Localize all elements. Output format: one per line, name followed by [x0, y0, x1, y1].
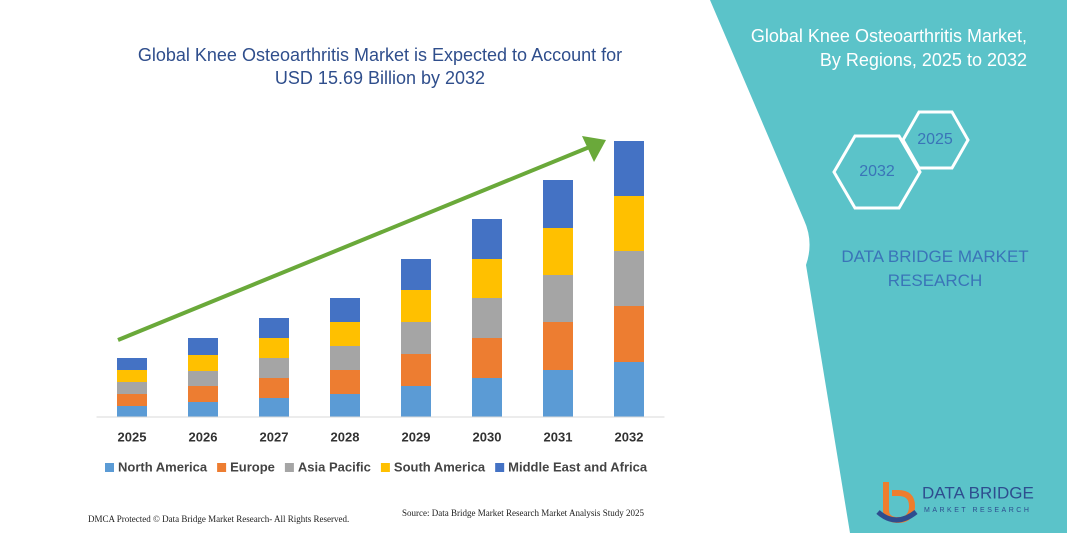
x-tick-label: 2026 — [189, 429, 218, 444]
bar-segment — [614, 141, 644, 196]
bar-segment — [259, 358, 289, 378]
bar-segment — [259, 378, 289, 398]
bar-segment — [543, 180, 573, 228]
bar-segment — [188, 402, 218, 417]
bar-segment — [614, 251, 644, 306]
bar-segment — [543, 370, 573, 417]
bar-segment — [543, 322, 573, 370]
bar-segment — [330, 394, 360, 417]
x-tick-label: 2029 — [402, 429, 431, 444]
brand: DATA BRIDGE MARKET RESEARCH — [841, 247, 1029, 290]
x-tick-label: 2030 — [473, 429, 502, 444]
x-tick-label: 2032 — [615, 429, 644, 444]
legend-swatch — [105, 463, 114, 472]
bar-segment — [330, 298, 360, 322]
bar-segment — [401, 290, 431, 322]
legend-swatch — [495, 463, 505, 472]
x-tick-label: 2028 — [331, 429, 360, 444]
legend-swatch — [380, 463, 390, 472]
legend-label: Middle East and Africa — [508, 459, 648, 474]
legend-label: South America — [394, 459, 486, 474]
bar-segment — [259, 318, 289, 338]
hexagon-label: 2032 — [859, 163, 895, 180]
bar-segment — [614, 362, 644, 417]
x-tick-label: 2031 — [544, 429, 573, 444]
legend-label: Europe — [230, 459, 275, 474]
bar-segment — [188, 355, 218, 371]
bar-segment — [117, 382, 147, 394]
bar-segment — [401, 386, 431, 417]
bar-segment — [117, 370, 147, 382]
bar-segment — [188, 338, 218, 355]
bar-segment — [401, 354, 431, 386]
bar-segment — [259, 338, 289, 358]
legend-label: Asia Pacific — [298, 459, 371, 474]
chart-title: Global Knee Osteoarthritis Market is Exp… — [137, 45, 623, 88]
bar-segment — [401, 259, 431, 290]
x-tick-label: 2025 — [118, 429, 147, 444]
bar-segment — [401, 322, 431, 354]
bar-segment — [472, 378, 502, 417]
bar-segment — [614, 196, 644, 251]
bar-segment — [543, 228, 573, 275]
bar-segment — [188, 386, 218, 402]
footer-right: Source: Data Bridge Market Research Mark… — [402, 508, 644, 518]
hexagon — [832, 134, 922, 210]
bar-segment — [614, 306, 644, 362]
panel-bg — [710, 0, 1067, 533]
hexagon — [901, 110, 970, 170]
logo: DATA BRIDGE MARKET RESEARCH — [876, 482, 1034, 524]
footer-left: DMCA Protected © Data Bridge Market Rese… — [88, 514, 350, 524]
bar-segment — [117, 358, 147, 370]
bar-segment — [117, 394, 147, 406]
panel-title: Global Knee Osteoarthritis Market, By Re… — [750, 26, 1027, 70]
arrow-head — [582, 136, 606, 162]
legend-swatch — [284, 463, 294, 472]
bar-segment — [543, 275, 573, 322]
bar-segment — [472, 219, 502, 259]
logo-name: DATA BRIDGE — [922, 483, 1034, 502]
legend-swatch — [217, 463, 227, 472]
hexagon-label: 2025 — [917, 131, 953, 148]
logo-mark — [876, 509, 918, 523]
bar-segment — [117, 406, 147, 417]
bar-segment — [330, 370, 360, 394]
x-tick-label: 2027 — [260, 429, 289, 444]
bar-segment — [472, 298, 502, 338]
logo-tagline: MARKET RESEARCH — [924, 507, 1031, 514]
bar-segment — [188, 371, 218, 386]
bar-segment — [330, 346, 360, 370]
bar-segment — [472, 259, 502, 298]
bar-segment — [472, 338, 502, 378]
legend-label: North America — [118, 459, 208, 474]
trend-arrow — [117, 144, 593, 342]
bar-segment — [259, 398, 289, 417]
bar-segment — [330, 322, 360, 346]
